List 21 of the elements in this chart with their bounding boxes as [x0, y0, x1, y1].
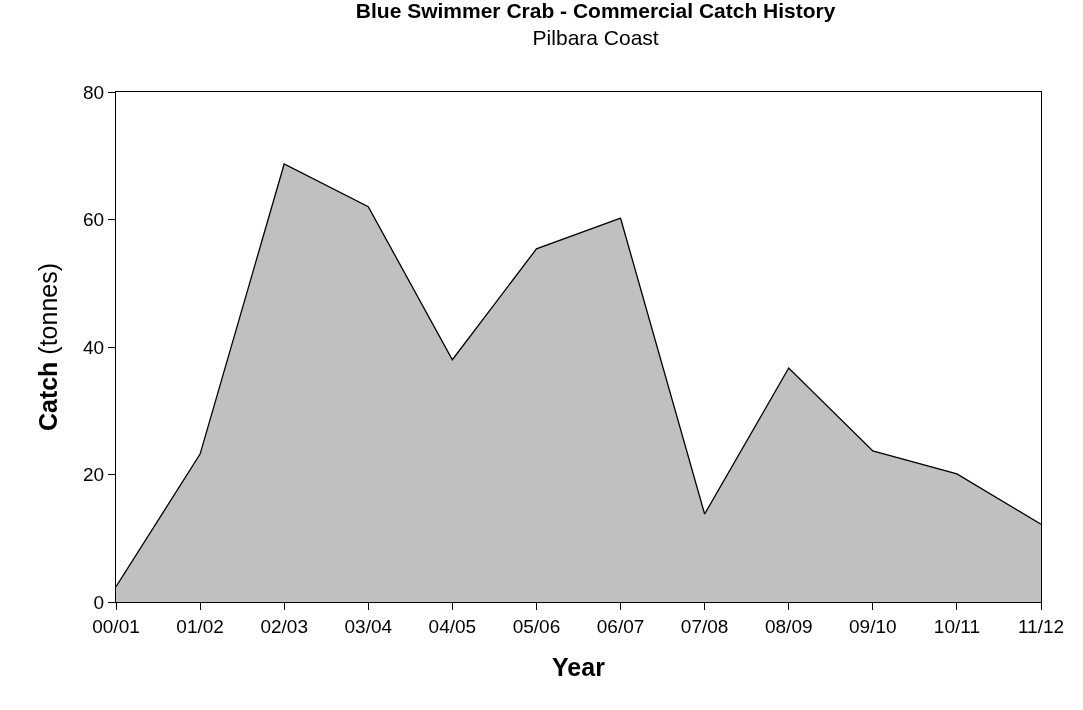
y-tick-label: 20 [82, 464, 105, 486]
x-tick-label: 04/05 [428, 615, 477, 637]
x-tick-label: 03/04 [344, 615, 393, 637]
x-axis-title: Year [552, 652, 606, 681]
y-axis-title: Catch (tonnes) [33, 262, 62, 432]
x-tick-label: 00/01 [92, 615, 140, 637]
x-tick-label: 06/07 [596, 615, 645, 637]
chart-title: Blue Swimmer Crab - Commercial Catch History [355, 0, 836, 22]
y-tick-label: 0 [93, 591, 105, 613]
x-tick-label: 07/08 [680, 615, 729, 637]
x-tick-label: 02/03 [260, 615, 308, 637]
y-tick-label: 60 [82, 209, 105, 231]
x-tick-label: 01/02 [176, 615, 224, 637]
x-tick-label: 11/12 [1017, 615, 1065, 637]
x-tick-label: 05/06 [512, 615, 561, 637]
y-tick-label: 40 [82, 336, 105, 358]
chart-subtitle: Pilbara Coast [532, 26, 659, 50]
y-tick-label: 80 [82, 81, 105, 103]
x-tick-label: 10/11 [933, 615, 980, 637]
x-tick-label: 08/09 [764, 615, 813, 637]
x-tick-label: 09/10 [849, 615, 897, 637]
